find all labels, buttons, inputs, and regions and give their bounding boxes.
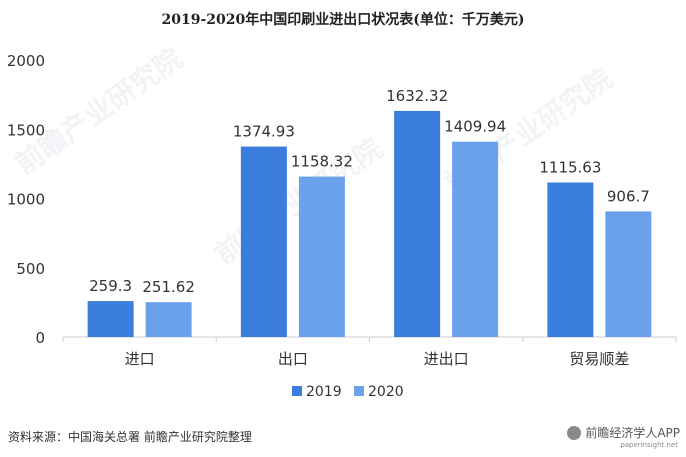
data-label: 251.62	[142, 278, 195, 296]
data-label: 259.3	[89, 277, 132, 295]
x-tick-label: 进口	[125, 350, 155, 368]
bar-2019	[547, 182, 594, 337]
bar-2020	[605, 211, 652, 337]
data-label: 906.7	[607, 187, 650, 205]
bar-2020	[145, 302, 192, 337]
brand-site: paperinsight.net	[620, 441, 678, 449]
brand-name: 前瞻经济学人APP	[585, 426, 680, 440]
y-tick-label: 0	[35, 329, 45, 347]
y-tick-label: 1500	[7, 121, 45, 139]
data-label: 1632.32	[386, 87, 448, 105]
qianzhan-logo-icon	[567, 425, 582, 440]
brand-watermark: 前瞻经济学人APP paperinsight.net	[567, 424, 680, 449]
legend-label: 2019	[306, 384, 342, 400]
y-tick-label: 1000	[7, 191, 45, 209]
data-label: 1158.32	[291, 153, 353, 171]
y-tick-label: 500	[16, 260, 45, 278]
x-tick-label: 进出口	[424, 350, 469, 368]
data-label: 1115.63	[539, 158, 601, 176]
x-tick-label: 贸易顺差	[569, 350, 629, 368]
bar-2019	[87, 301, 134, 337]
legend-label: 2020	[368, 384, 404, 400]
chart-title: 2019-2020年中国印刷业进出口状况表(单位：千万美元)	[161, 12, 525, 28]
legend-swatch-2019	[292, 386, 302, 396]
source-note: 资料来源：中国海关总署 前瞻产业研究院整理	[8, 430, 252, 444]
bar-2019	[394, 110, 441, 338]
data-label: 1374.93	[233, 123, 295, 141]
legend-swatch-2020	[354, 386, 364, 396]
bar-2020	[298, 176, 345, 337]
bar-2020	[452, 141, 499, 337]
bar-2019	[240, 146, 287, 337]
x-tick-label: 出口	[278, 350, 308, 368]
y-tick-label: 2000	[7, 52, 45, 70]
data-label: 1409.94	[444, 118, 506, 136]
